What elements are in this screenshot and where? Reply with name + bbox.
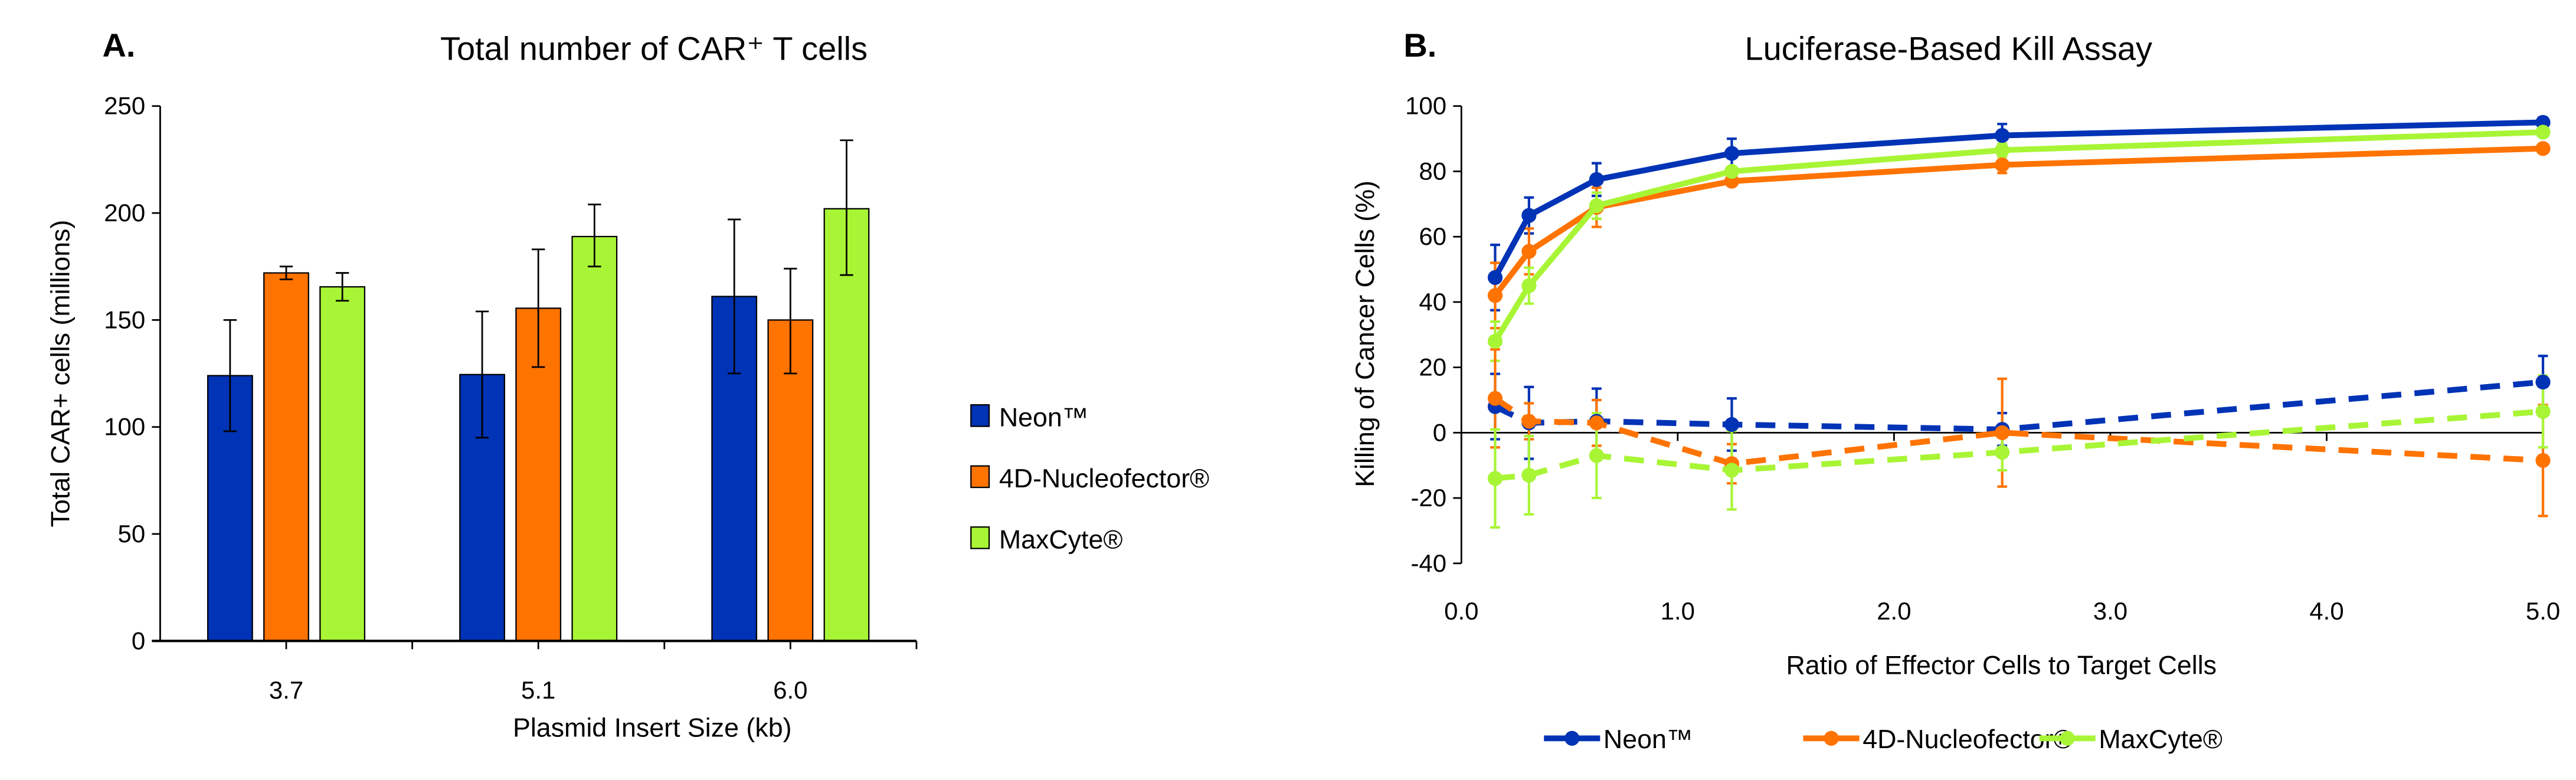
x-tick-label: 1.0 — [1661, 597, 1695, 625]
data-point — [1995, 157, 2010, 172]
y-tick-label: 250 — [104, 92, 145, 120]
data-point — [1724, 463, 1740, 478]
data-point — [1995, 425, 2010, 440]
data-point — [1487, 333, 1503, 349]
y-tick-label: 150 — [104, 306, 145, 333]
data-point — [2535, 404, 2551, 419]
panel-b-label: B. — [1403, 27, 1436, 64]
bar — [319, 286, 366, 642]
y-tick-label: -20 — [1410, 484, 1446, 512]
data-point — [1487, 270, 1503, 285]
panel-a-bar-chart: A. Total number of CAR⁺ T cells Plasmid … — [46, 27, 1210, 743]
y-tick-label: -40 — [1410, 549, 1446, 577]
legend-label: MaxCyte® — [999, 525, 1123, 555]
data-point — [1521, 414, 1537, 429]
bar — [823, 208, 870, 642]
data-point — [1995, 127, 2010, 143]
data-point — [2535, 124, 2551, 140]
data-point — [1521, 467, 1537, 483]
y-tick-label: 100 — [104, 413, 145, 441]
legend-swatch — [970, 404, 990, 427]
panel-b-title: Luciferase-Based Kill Assay — [1745, 30, 2152, 67]
y-tick-label: 100 — [1405, 92, 1446, 120]
solid-series-line — [1492, 119, 2544, 279]
data-point — [1521, 244, 1537, 259]
data-point — [1521, 278, 1537, 293]
panel-a-x-label: Plasmid Insert Size (kb) — [513, 713, 791, 743]
panel-b-y-label: Killing of Cancer Cells (%) — [1350, 181, 1380, 487]
data-point — [1589, 415, 1604, 431]
panel-a-y-label: Total CAR+ cells (millions) — [46, 220, 76, 527]
y-tick-label: 20 — [1419, 353, 1446, 381]
legend-label: Neon™ — [1603, 725, 1693, 754]
data-point — [1487, 471, 1503, 486]
data-point — [2535, 453, 2551, 468]
x-tick-label: 6.0 — [773, 676, 807, 704]
data-point — [2535, 374, 2551, 390]
panel-a-title: Total number of CAR⁺ T cells — [440, 30, 868, 67]
data-point — [1487, 288, 1503, 303]
solid-series-line — [1492, 145, 2544, 297]
data-point — [1589, 172, 1604, 187]
data-point — [1589, 198, 1604, 214]
y-tick-label: 50 — [118, 520, 146, 548]
dashed-series-line — [1494, 379, 2544, 432]
y-tick-label: 0 — [132, 627, 145, 654]
legend-label: 4D-Nucleofector® — [1863, 725, 2073, 754]
y-tick-label: 200 — [104, 199, 145, 227]
legend-marker — [1824, 730, 1839, 746]
legend-marker — [2060, 730, 2075, 746]
panel-b-x-label: Ratio of Effector Cells to Target Cells — [1786, 650, 2217, 680]
x-tick-label: 3.0 — [2093, 597, 2127, 625]
legend-marker — [1564, 730, 1580, 746]
x-tick-label: 2.0 — [1877, 597, 1911, 625]
data-point — [1995, 444, 2010, 460]
bar — [263, 272, 309, 642]
data-point — [1724, 417, 1740, 432]
dashed-series-line — [1495, 408, 2544, 481]
y-tick-label: 80 — [1419, 157, 1446, 185]
data-point — [2535, 141, 2551, 156]
dashed-series-line — [1493, 396, 2544, 467]
data-point — [1487, 391, 1503, 406]
x-tick-label: 5.0 — [2526, 597, 2560, 625]
data-point — [1724, 146, 1740, 161]
x-tick-label: 5.1 — [521, 676, 555, 704]
panel-b-line-chart: B. Luciferase-Based Kill Assay Ratio of … — [1350, 27, 2560, 754]
data-point — [1995, 142, 2010, 158]
solid-series-line — [1492, 129, 2544, 343]
data-point — [1521, 208, 1537, 223]
x-tick-label: 4.0 — [2309, 597, 2343, 625]
x-tick-label: 3.7 — [269, 676, 303, 704]
legend-label: MaxCyte® — [2099, 725, 2223, 754]
x-tick-label: 0.0 — [1444, 597, 1478, 625]
legend-label: 4D-Nucleofector® — [999, 464, 1209, 493]
legend-swatch — [970, 526, 990, 549]
y-tick-label: 60 — [1419, 222, 1446, 250]
bar — [571, 235, 618, 642]
y-tick-label: 40 — [1419, 288, 1446, 316]
data-point — [1589, 448, 1604, 463]
y-tick-label: 0 — [1433, 418, 1446, 446]
legend-swatch — [970, 465, 990, 489]
panel-a-label: A. — [102, 27, 135, 64]
legend-label: Neon™ — [999, 403, 1089, 432]
data-point — [1724, 163, 1740, 179]
